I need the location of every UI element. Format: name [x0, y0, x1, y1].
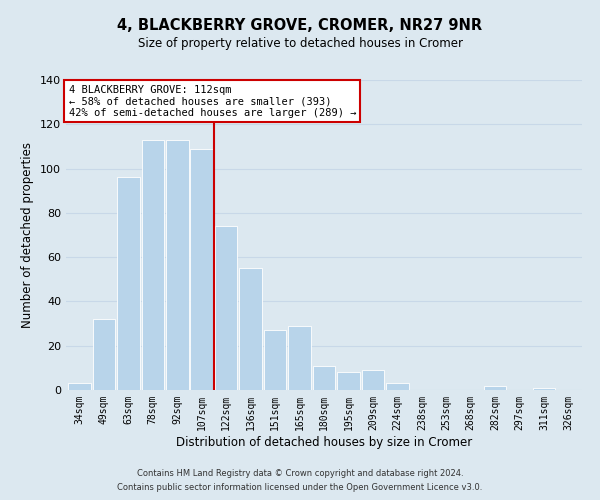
- Bar: [142, 140, 164, 390]
- Text: Contains HM Land Registry data © Crown copyright and database right 2024.: Contains HM Land Registry data © Crown c…: [137, 468, 463, 477]
- Bar: [239, 268, 262, 390]
- Bar: [337, 372, 360, 390]
- Text: Contains public sector information licensed under the Open Government Licence v3: Contains public sector information licen…: [118, 484, 482, 492]
- Bar: [92, 319, 115, 390]
- Text: 4, BLACKBERRY GROVE, CROMER, NR27 9NR: 4, BLACKBERRY GROVE, CROMER, NR27 9NR: [118, 18, 482, 32]
- Bar: [362, 370, 384, 390]
- Bar: [313, 366, 335, 390]
- Y-axis label: Number of detached properties: Number of detached properties: [22, 142, 34, 328]
- Bar: [117, 178, 140, 390]
- Bar: [166, 140, 188, 390]
- Bar: [386, 384, 409, 390]
- Bar: [264, 330, 286, 390]
- Bar: [288, 326, 311, 390]
- Bar: [484, 386, 506, 390]
- Bar: [533, 388, 556, 390]
- Text: Size of property relative to detached houses in Cromer: Size of property relative to detached ho…: [137, 38, 463, 51]
- Bar: [190, 148, 213, 390]
- Text: 4 BLACKBERRY GROVE: 112sqm
← 58% of detached houses are smaller (393)
42% of sem: 4 BLACKBERRY GROVE: 112sqm ← 58% of deta…: [68, 84, 356, 118]
- X-axis label: Distribution of detached houses by size in Cromer: Distribution of detached houses by size …: [176, 436, 472, 448]
- Bar: [215, 226, 238, 390]
- Bar: [68, 384, 91, 390]
